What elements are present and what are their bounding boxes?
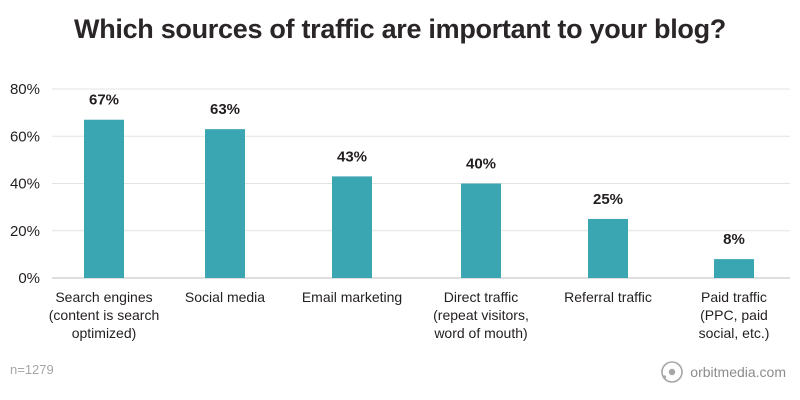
data-label: 43% xyxy=(337,148,367,165)
category-label-line: social, etc.) xyxy=(699,325,770,341)
chart-title: Which sources of traffic are important t… xyxy=(74,14,726,44)
y-tick-label: 60% xyxy=(10,128,40,145)
bar xyxy=(205,129,245,278)
category-label-line: (repeat visitors, xyxy=(433,307,529,323)
category-label: Paid traffic (PPC, paid social, etc.) xyxy=(699,289,770,341)
category-label-line: Social media xyxy=(185,289,265,305)
category-label: Social media xyxy=(185,289,265,305)
data-label: 63% xyxy=(210,101,240,118)
category-label: Search engines (content is search optimize… xyxy=(49,289,160,341)
category-label: Direct traffic (repeat visitors, word of m… xyxy=(433,289,529,341)
data-label: 8% xyxy=(723,231,745,248)
category-label: Referral traffic xyxy=(564,289,652,305)
data-label: 67% xyxy=(89,92,119,109)
y-tick-label: 80% xyxy=(10,81,40,98)
y-tick-label: 20% xyxy=(10,223,40,240)
y-tick-label: 40% xyxy=(10,176,40,193)
data-label: 25% xyxy=(593,191,623,208)
category-label-line: optimized) xyxy=(72,325,137,341)
brand-logo: orbitmedia.com xyxy=(660,360,786,384)
bar xyxy=(714,259,754,278)
category-label-line: (content is search xyxy=(49,307,160,323)
bar xyxy=(588,218,628,278)
bar xyxy=(332,176,372,278)
data-label: 40% xyxy=(466,156,496,173)
category-label-line: Email marketing xyxy=(302,289,402,305)
category-label-line: Search engines xyxy=(55,289,152,305)
category-label-line: Referral traffic xyxy=(564,289,652,305)
sample-size-note: n=1279 xyxy=(10,362,54,377)
category-label: Email marketing xyxy=(302,289,402,305)
category-label-line: word of mouth) xyxy=(433,325,527,341)
category-label-line: Direct traffic xyxy=(444,289,518,305)
orbit-icon xyxy=(661,361,684,383)
brand-name: orbitmedia.com xyxy=(690,364,786,380)
category-label-line: Paid traffic xyxy=(701,289,767,305)
y-tick-label: 0% xyxy=(18,270,40,287)
bar xyxy=(461,183,501,278)
category-label-line: (PPC, paid xyxy=(700,307,768,323)
bar xyxy=(84,119,124,279)
